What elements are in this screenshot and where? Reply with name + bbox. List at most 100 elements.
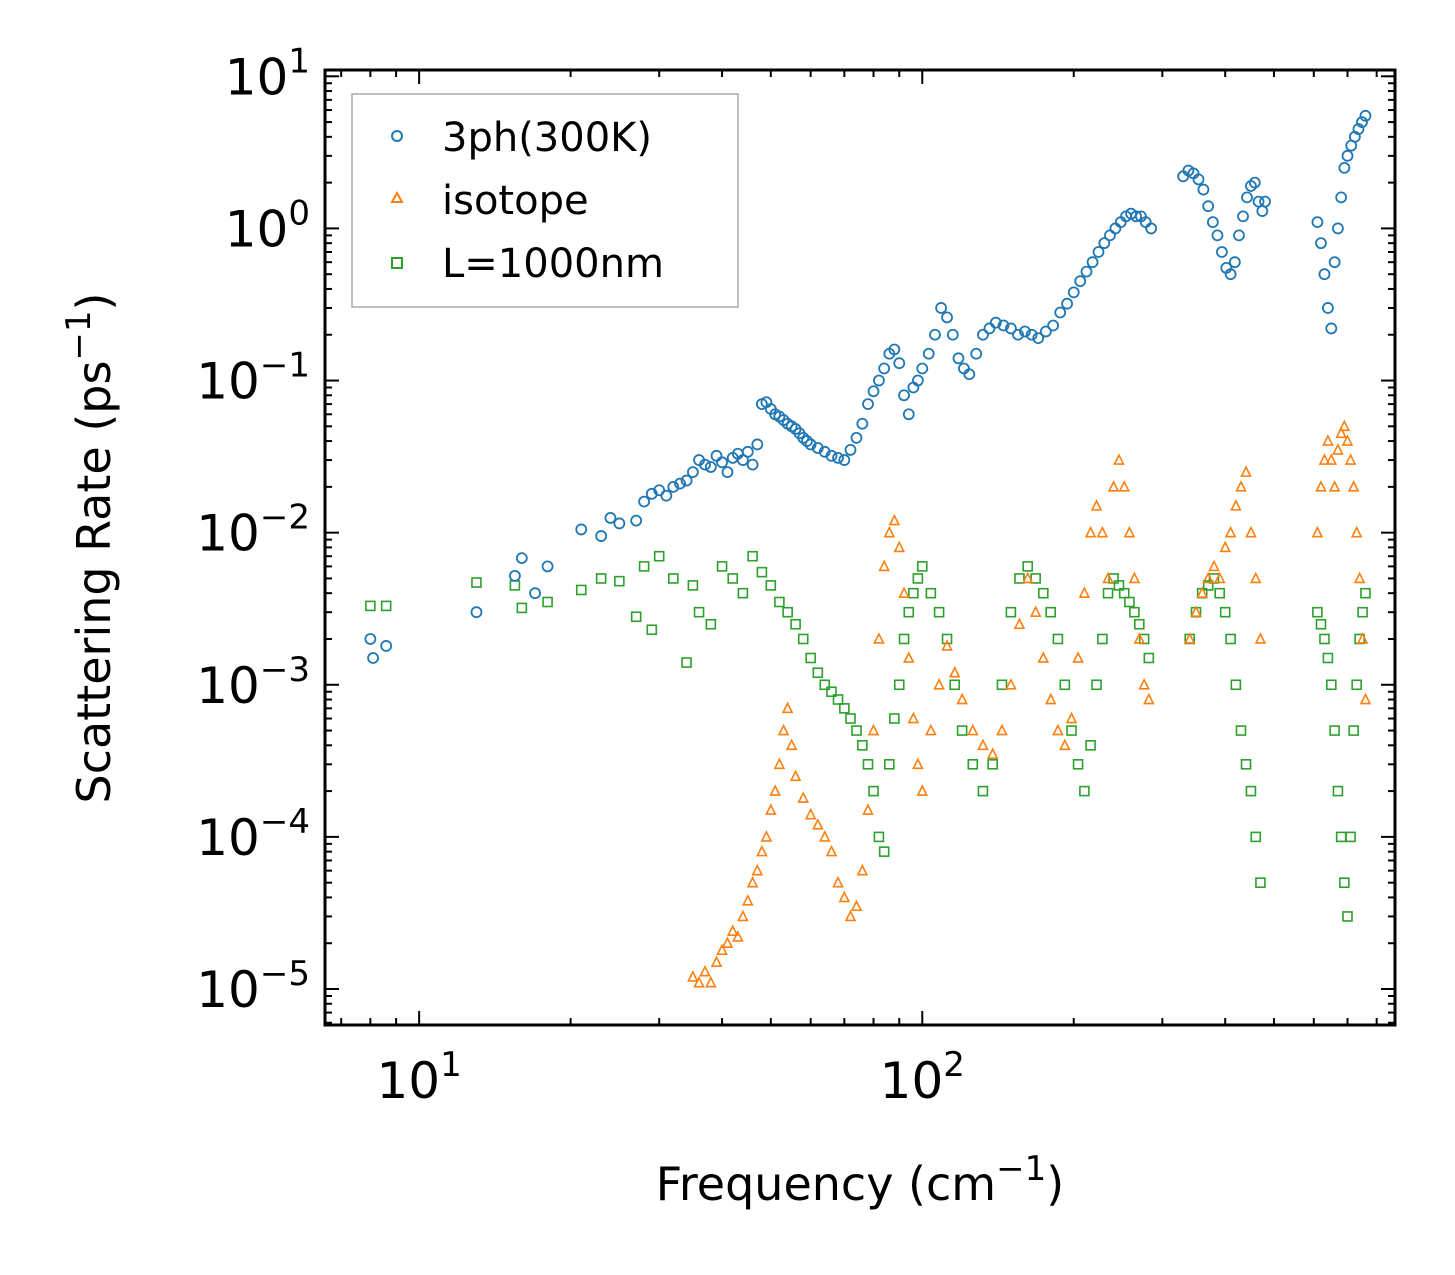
point-3ph (638, 495, 651, 508)
point-3ph (838, 454, 851, 466)
point-3ph (721, 466, 734, 479)
point-isotope (732, 930, 744, 942)
point-3ph (1047, 319, 1060, 332)
y-tick-exp: −2 (260, 498, 310, 538)
point-3ph (878, 362, 891, 375)
point-3ph (1341, 149, 1354, 162)
point-l1000nm (727, 573, 739, 584)
point-isotope (1072, 651, 1084, 663)
point-l1000nm (889, 713, 900, 724)
point-l1000nm (595, 573, 607, 584)
point-3ph (1092, 246, 1105, 258)
point-isotope (726, 924, 739, 936)
point-3ph (470, 606, 483, 619)
point-isotope (893, 540, 906, 553)
point-3ph (873, 374, 885, 387)
x-axis-title-sup: −1 (996, 1149, 1046, 1189)
point-isotope (1315, 480, 1327, 492)
x-tick-exp: 2 (943, 1045, 965, 1085)
point-l1000nm (630, 611, 642, 623)
point-3ph (630, 514, 643, 527)
y-axis-title-text: Scattering Rate (ps (67, 361, 121, 804)
point-l1000nm (797, 633, 809, 645)
point-isotope (862, 803, 874, 815)
point-isotope (948, 665, 961, 678)
point-3ph (935, 302, 948, 314)
y-tick-base: 10 (196, 809, 260, 867)
point-3ph (595, 530, 608, 542)
point-3ph (1039, 325, 1052, 338)
point-l1000nm (782, 606, 793, 618)
point-isotope (1037, 651, 1050, 663)
point-l1000nm (805, 652, 816, 664)
point-l1000nm (1129, 606, 1140, 618)
point-3ph (604, 512, 617, 524)
point-isotope (1065, 711, 1078, 724)
point-3ph (1211, 229, 1224, 242)
point-isotope (933, 677, 945, 690)
y-tick-label: 10−5 (196, 954, 310, 1019)
point-isotope (804, 807, 817, 820)
point-isotope (1123, 525, 1136, 538)
point-isotope (888, 513, 901, 526)
legend-label-isotope: isotope (442, 178, 589, 224)
point-isotope (1196, 586, 1208, 598)
point-3ph (983, 322, 996, 335)
point-isotope (1138, 677, 1150, 690)
point-isotope (856, 863, 869, 876)
point-3ph (716, 456, 728, 469)
point-isotope (1254, 632, 1267, 644)
series-layer (364, 109, 1372, 988)
point-3ph (804, 438, 817, 451)
point-isotope (751, 863, 764, 876)
point-isotope (797, 791, 810, 803)
point-l1000nm (916, 561, 928, 572)
point-isotope (1347, 480, 1360, 492)
legend-label-l1000nm: L=1000nm (442, 241, 664, 287)
point-l1000nm (380, 600, 392, 612)
point-isotope (1224, 525, 1237, 538)
point-3ph (856, 417, 869, 430)
point-3ph (541, 560, 554, 573)
point-3ph (1192, 173, 1205, 186)
point-3ph (850, 431, 863, 444)
point-3ph (1197, 183, 1210, 196)
point-isotope (1318, 453, 1331, 465)
point-3ph (367, 652, 379, 664)
point-isotope (966, 723, 979, 736)
point-l1000nm (878, 846, 890, 857)
point-l1000nm (1102, 587, 1114, 599)
point-l1000nm (614, 575, 625, 587)
point-3ph (832, 452, 844, 464)
point-3ph (1067, 286, 1080, 299)
point-l1000nm (1208, 573, 1220, 584)
point-isotope (1044, 692, 1057, 705)
point-3ph (741, 445, 754, 458)
point-3ph (1086, 256, 1099, 269)
point-isotope (1359, 692, 1372, 705)
point-l1000nm (737, 587, 749, 599)
point-isotope (760, 830, 773, 842)
point-l1000nm (1240, 759, 1252, 770)
point-l1000nm (542, 596, 553, 608)
point-l1000nm (1332, 785, 1344, 797)
x-axis-title: Frequency (cm−1) (656, 1149, 1064, 1211)
point-l1000nm (1225, 633, 1236, 645)
point-l1000nm (1230, 679, 1242, 691)
point-l1000nm (1030, 573, 1041, 584)
point-l1000nm (868, 785, 879, 797)
point-isotope (710, 955, 723, 968)
point-3ph (1322, 302, 1334, 314)
point-3ph (1245, 180, 1257, 192)
point-l1000nm (1059, 679, 1071, 691)
point-3ph (1074, 275, 1087, 288)
point-isotope (825, 844, 838, 857)
point-isotope (1344, 453, 1357, 465)
point-isotope (1113, 453, 1125, 465)
point-3ph (898, 389, 910, 402)
point-3ph (1228, 256, 1241, 269)
point-3ph (963, 368, 976, 381)
point-isotope (850, 899, 863, 912)
point-3ph (674, 477, 686, 490)
